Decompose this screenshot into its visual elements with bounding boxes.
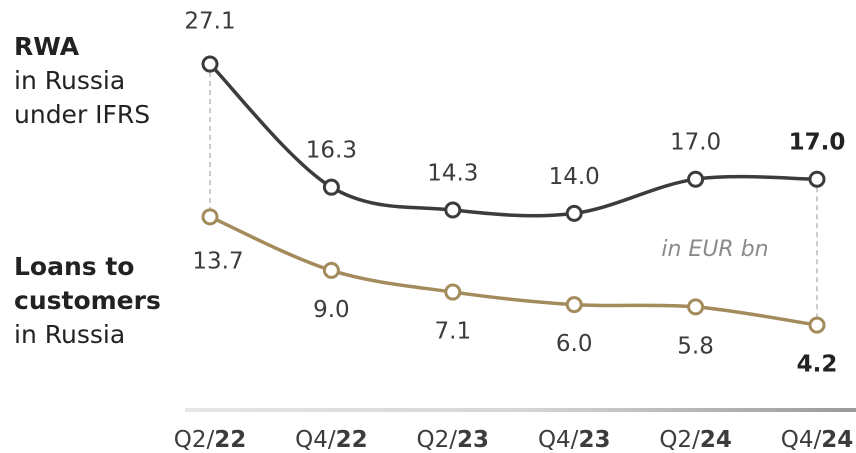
data-label: 7.1 — [435, 319, 472, 345]
data-label: 16.3 — [306, 138, 357, 164]
point — [201, 208, 219, 226]
legend-note: in Russia — [14, 320, 126, 349]
data-label: 13.7 — [192, 248, 243, 274]
point — [687, 170, 705, 188]
data-label: 27.1 — [184, 9, 235, 35]
x-tick-label: Q4/24 — [781, 427, 854, 453]
legend-note: in Russia — [14, 66, 126, 95]
x-tick-label: Q2/22 — [174, 427, 247, 453]
point — [322, 178, 340, 196]
series-line — [209, 215, 818, 327]
point — [444, 283, 462, 301]
point — [444, 201, 462, 219]
data-label: 14.3 — [427, 160, 478, 186]
legend-name: RWA — [14, 32, 80, 61]
data-label: 17.0 — [670, 130, 721, 156]
x-tick-label: Q2/23 — [417, 427, 490, 453]
legend-rwa: RWA in Russia under IFRS — [14, 30, 189, 132]
point — [565, 296, 583, 314]
x-tick-label: Q2/24 — [659, 427, 732, 453]
x-axis-line — [185, 408, 856, 412]
series-line — [208, 62, 818, 218]
x-tick-label: Q4/23 — [538, 427, 611, 453]
data-label: 14.0 — [549, 164, 600, 190]
legend-loans: Loans to customers in Russia — [14, 250, 189, 352]
point — [322, 261, 340, 279]
data-label: 17.0 — [789, 130, 846, 156]
data-label: 9.0 — [313, 297, 350, 323]
legend-name: Loans to customers — [14, 252, 161, 315]
data-label: 4.2 — [797, 352, 838, 378]
annotation: in EUR bn — [661, 237, 768, 262]
legend-note: under IFRS — [14, 100, 151, 129]
point — [808, 316, 826, 334]
point — [687, 298, 705, 316]
data-label: 6.0 — [556, 331, 593, 357]
point — [565, 204, 583, 222]
point — [808, 170, 826, 188]
data-label: 5.8 — [677, 333, 714, 359]
x-tick-label: Q4/22 — [295, 427, 368, 453]
point — [201, 55, 219, 73]
